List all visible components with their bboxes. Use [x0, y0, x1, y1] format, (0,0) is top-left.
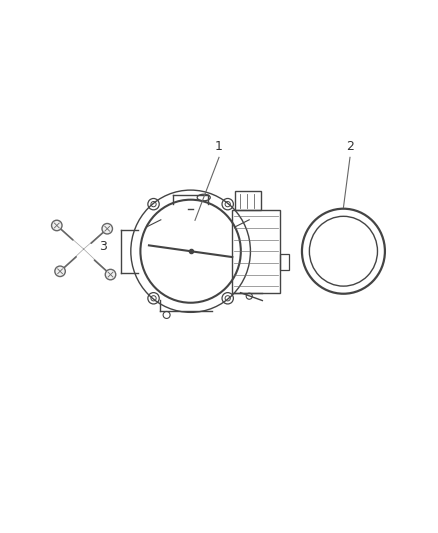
- Circle shape: [55, 266, 65, 277]
- Bar: [232, 210, 280, 293]
- Text: 2: 2: [346, 140, 354, 153]
- Bar: [280, 254, 290, 270]
- Text: 1: 1: [215, 140, 223, 153]
- Circle shape: [52, 220, 62, 231]
- Text: 3: 3: [99, 240, 107, 253]
- Circle shape: [102, 223, 113, 234]
- Circle shape: [105, 269, 116, 280]
- Bar: [235, 191, 261, 210]
